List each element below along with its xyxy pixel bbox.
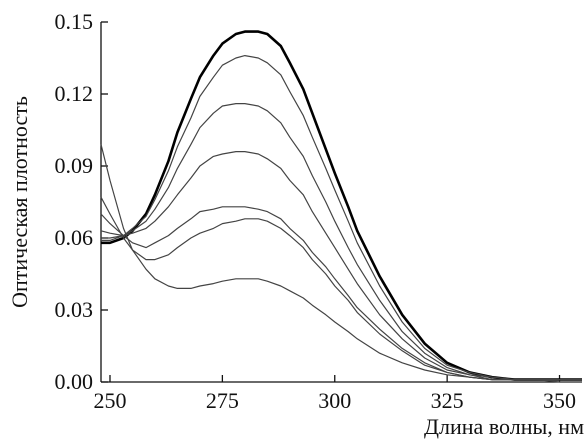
axes: 250 275 300 325 350 0.00 0.03 0.06 0.09 0.12 0.15	[55, 9, 582, 413]
y-tick-label: 0.00	[55, 369, 94, 394]
x-ticks: 250 275 300 325 350	[93, 375, 576, 413]
spectrum-line-4	[100, 151, 582, 381]
x-tick-label: 350	[543, 388, 576, 413]
spectrum-line-3	[101, 103, 582, 381]
spectrum-line-1	[101, 30, 582, 381]
y-tick-label: 0.12	[55, 81, 94, 106]
y-tick-label: 0.09	[55, 153, 94, 178]
spectrum-line-2	[101, 55, 582, 381]
spectrum-line-7	[100, 144, 582, 383]
y-tick-label: 0.03	[55, 297, 94, 322]
y-tick-label: 0.15	[55, 9, 94, 34]
x-tick-label: 300	[318, 388, 351, 413]
x-tick-label: 325	[431, 388, 464, 413]
x-tick-label: 275	[206, 388, 239, 413]
x-axis-label: Длина волны, нм	[424, 414, 584, 439]
y-tick-label: 0.06	[55, 225, 94, 250]
spectrum-line-6	[100, 196, 582, 381]
y-axis-label: Оптическая плотность	[7, 96, 32, 308]
x-tick-label: 250	[93, 388, 126, 413]
y-ticks: 0.00 0.03 0.06 0.09 0.12 0.15	[55, 9, 108, 394]
series-group	[100, 30, 582, 383]
